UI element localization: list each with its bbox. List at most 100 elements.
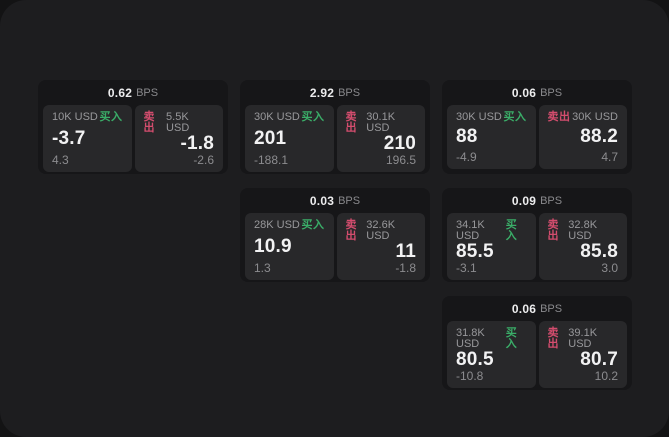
sell-panel[interactable]: 卖出 32.8K USD 85.8 3.0 [538,213,627,280]
buy-price: 201 [254,127,287,149]
buy-panel[interactable]: 30K USD 买入 88 -4.9 [447,105,536,169]
sell-size: 32.8K USD [568,219,598,242]
buy-price: 10.9 [254,235,292,257]
buy-size: 30K USD [254,111,300,123]
bps-header: 0.09 BPS [442,188,632,213]
buy-label: 买入 [505,327,518,350]
sell-delta: 4.7 [601,150,618,164]
bps-value: 0.06 [511,85,537,100]
quote-panels: 28K USD 买入 10.9 1.3 卖出 32.6K USD 11 -1.8 [240,213,430,282]
sell-label: 卖出 [345,111,357,134]
spread-card: 0.09 BPS 34.1K USD 买入 85.5 -3.1 卖出 32.8K… [442,188,632,282]
sell-price: 85.8 [580,241,618,262]
buy-delta: -188.1 [254,152,289,167]
buy-price: 85.5 [456,241,494,262]
buy-panel[interactable]: 30K USD 买入 201 -188.1 [245,105,334,172]
buy-price: 80.5 [456,349,494,370]
sell-price: 88.2 [580,126,618,148]
sell-size: 30K USD [572,111,618,123]
sell-label: 卖出 [547,327,559,350]
sell-label: 卖出 [345,219,357,242]
sell-panel[interactable]: 卖出 32.6K USD 11 -1.8 [336,213,425,280]
sell-panel[interactable]: 卖出 30K USD 88.2 4.7 [538,105,627,169]
sell-delta: 196.5 [385,152,416,167]
buy-size: 34.1K USD [456,219,485,242]
bps-header: 0.03 BPS [240,188,430,213]
quote-panels: 34.1K USD 买入 85.5 -3.1 卖出 32.8K USD 85.8… [442,213,632,282]
bps-header: 0.62 BPS [38,80,228,105]
buy-panel-header: 34.1K USD 买入 [456,220,527,242]
buy-panel[interactable]: 34.1K USD 买入 85.5 -3.1 [447,213,536,280]
sell-panel-header: 卖出 30.1K USD [346,112,417,134]
sell-panel[interactable]: 卖出 5.5K USD -1.8 -2.6 [134,105,223,172]
buy-panel[interactable]: 31.8K USD 买入 80.5 -10.8 [447,321,536,388]
buy-label: 买入 [505,219,518,242]
sell-delta: 10.2 [594,368,618,383]
buy-size: 10K USD [52,111,98,123]
sell-panel-header: 卖出 5.5K USD [144,112,215,134]
sell-price: 11 [395,241,416,262]
sell-panel-header: 卖出 32.8K USD [548,220,619,242]
buy-label: 买入 [99,111,123,123]
sell-panel-header: 卖出 32.6K USD [346,220,417,242]
spread-card: 2.92 BPS 30K USD 买入 201 -188.1 卖出 30.1K … [240,80,430,174]
buy-size: 28K USD [254,219,300,231]
sell-size: 32.6K USD [366,219,396,242]
quote-panels: 10K USD 买入 -3.7 4.3 卖出 5.5K USD -1.8 -2.… [38,105,228,174]
buy-price: -3.7 [52,127,86,149]
sell-panel[interactable]: 卖出 39.1K USD 80.7 10.2 [538,321,627,388]
sell-price: 210 [383,133,416,154]
bps-unit-label: BPS [338,86,361,99]
bps-header: 0.06 BPS [442,80,632,105]
buy-label: 买入 [301,111,325,123]
bps-header: 2.92 BPS [240,80,430,105]
bps-unit-label: BPS [540,302,563,315]
buy-delta: -3.1 [456,260,477,275]
sell-price: 80.7 [580,349,618,370]
buy-price: 88 [456,126,478,148]
bps-header: 0.06 BPS [442,296,632,321]
sell-label: 卖出 [143,111,155,134]
spread-card-grid: 0.62 BPS 10K USD 买入 -3.7 4.3 卖出 5.5K USD [38,80,632,390]
buy-panel-header: 30K USD 买入 [254,112,325,123]
buy-size: 31.8K USD [456,327,485,350]
sell-size: 30.1K USD [366,111,396,134]
bps-unit-label: BPS [136,86,159,99]
quote-panels: 31.8K USD 买入 80.5 -10.8 卖出 39.1K USD 80.… [442,321,632,390]
buy-panel-header: 28K USD 买入 [254,220,325,231]
buy-panel[interactable]: 28K USD 买入 10.9 1.3 [245,213,334,280]
buy-panel-header: 31.8K USD 买入 [456,328,527,350]
sell-delta: 3.0 [601,260,618,275]
spread-card: 0.06 BPS 31.8K USD 买入 80.5 -10.8 卖出 39.1… [442,296,632,390]
sell-price: -1.8 [180,133,214,154]
sell-delta: -1.8 [395,260,416,275]
buy-delta: 1.3 [254,260,271,275]
sell-delta: -2.6 [193,152,214,167]
buy-label: 买入 [301,219,325,231]
bps-unit-label: BPS [338,194,361,207]
buy-panel[interactable]: 10K USD 买入 -3.7 4.3 [43,105,132,172]
buy-label: 买入 [503,111,527,123]
quote-panels: 30K USD 买入 201 -188.1 卖出 30.1K USD 210 1… [240,105,430,174]
bps-value: 0.06 [511,301,537,316]
buy-delta: -4.9 [456,150,477,164]
buy-panel-header: 10K USD 买入 [52,112,123,123]
sell-label: 卖出 [547,219,559,242]
buy-delta: 4.3 [52,152,69,167]
spread-card: 0.03 BPS 28K USD 买入 10.9 1.3 卖出 32.6K US… [240,188,430,282]
quote-panels: 30K USD 买入 88 -4.9 卖出 30K USD 88.2 4.7 [442,105,632,174]
sell-panel[interactable]: 卖出 30.1K USD 210 196.5 [336,105,425,172]
spread-card: 0.06 BPS 30K USD 买入 88 -4.9 卖出 30K USD [442,80,632,174]
sell-label: 卖出 [547,111,571,123]
sell-panel-header: 卖出 39.1K USD [548,328,619,350]
spread-card: 0.62 BPS 10K USD 买入 -3.7 4.3 卖出 5.5K USD [38,80,228,174]
bps-value: 2.92 [309,85,335,100]
bps-value: 0.62 [107,85,133,100]
bps-unit-label: BPS [540,194,563,207]
sell-panel-header: 卖出 30K USD [548,112,619,123]
buy-delta: -10.8 [456,368,484,383]
sell-size: 39.1K USD [568,327,598,350]
sell-size: 5.5K USD [166,111,190,134]
buy-panel-header: 30K USD 买入 [456,112,527,123]
